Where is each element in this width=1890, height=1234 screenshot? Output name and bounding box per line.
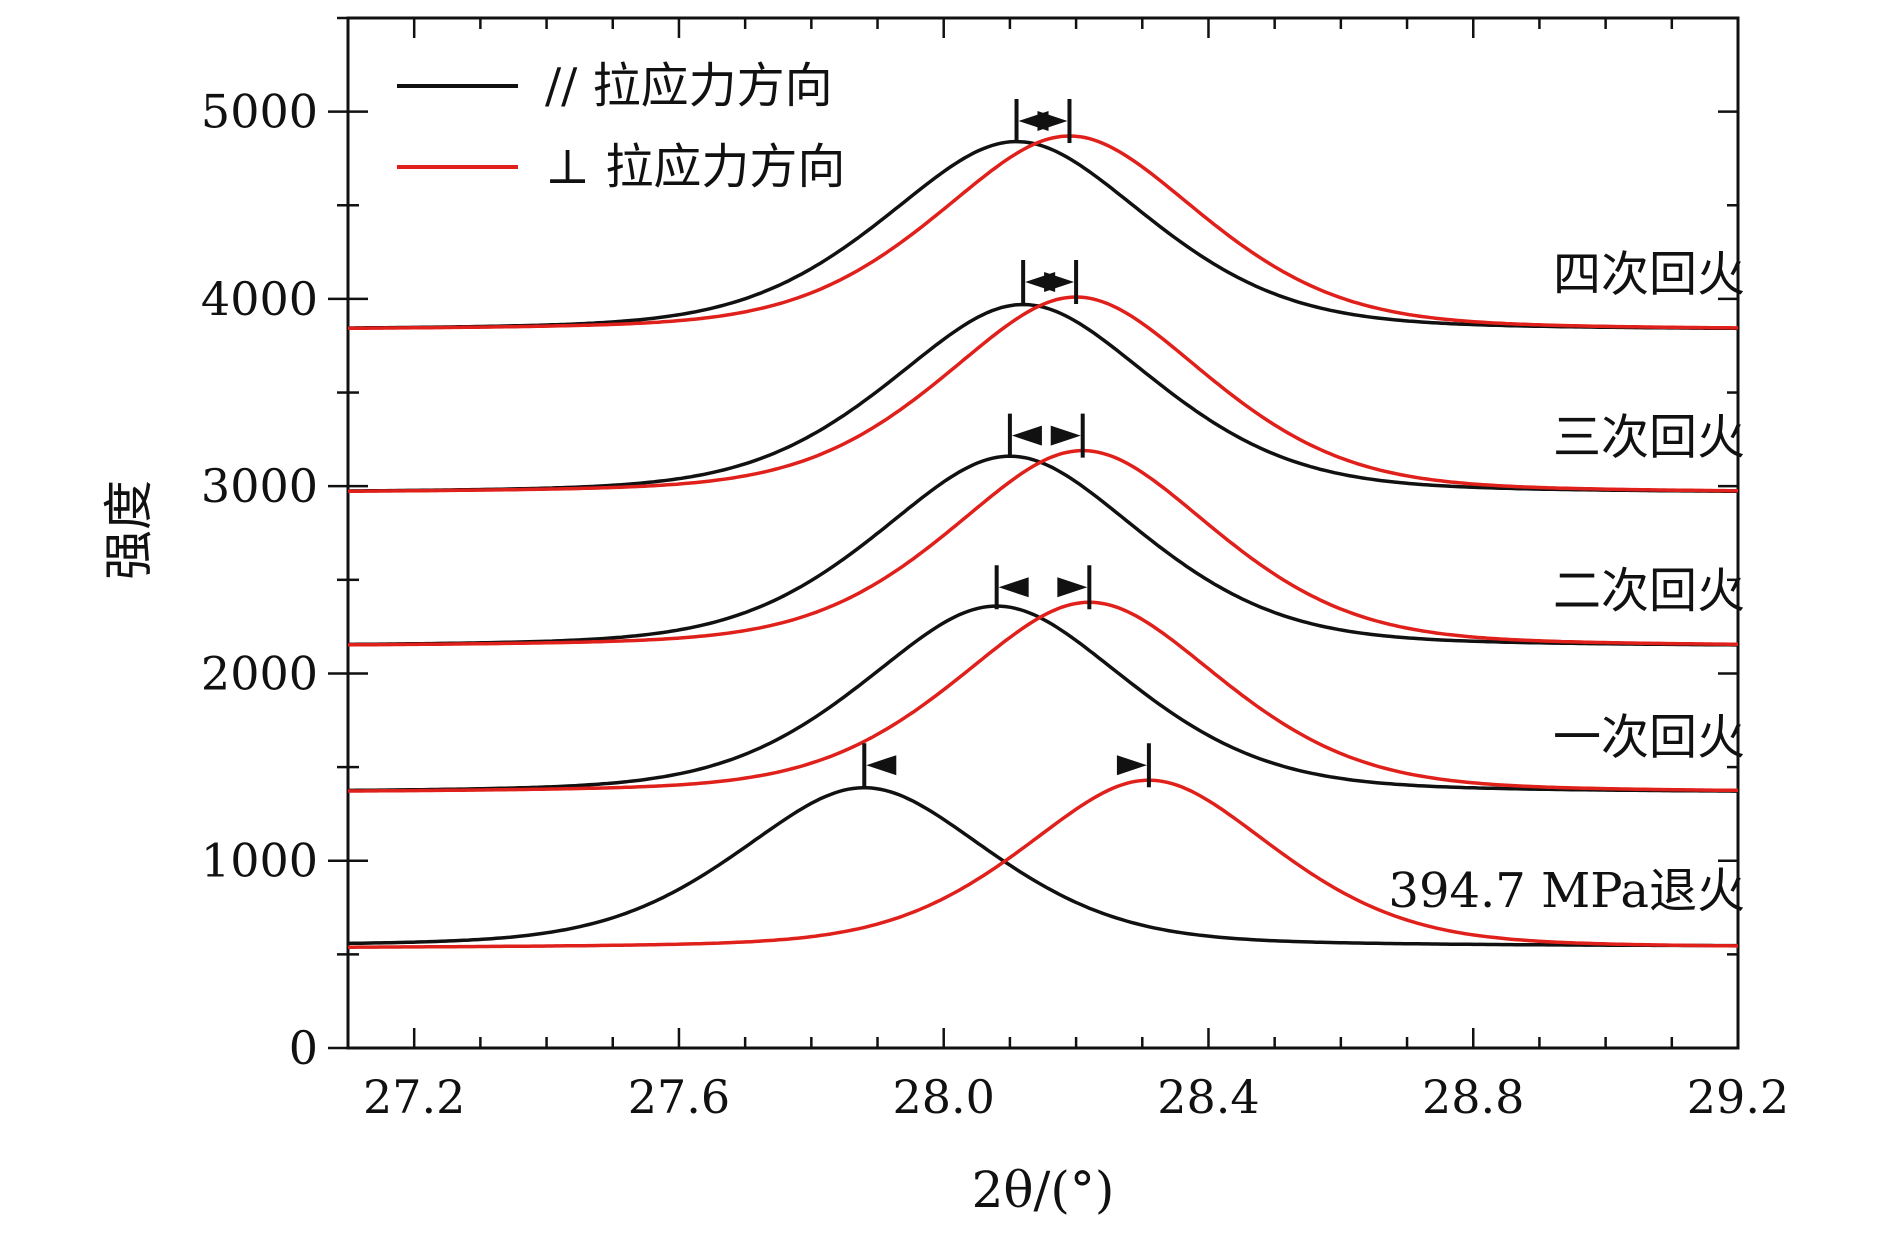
plot-frame bbox=[346, 16, 1740, 1050]
curve-group-label: 394.7 MPa退火 bbox=[1388, 863, 1745, 919]
y-axis-title: 强度 bbox=[100, 480, 158, 580]
series-perpendicular-curve bbox=[348, 778, 1738, 949]
x-tick-label: 29.2 bbox=[1687, 1070, 1789, 1124]
legend-label-perpendicular: ⊥ 拉应力方向 bbox=[545, 139, 845, 195]
series-parallel-curve bbox=[347, 785, 1738, 948]
x-tick-label: 28.8 bbox=[1422, 1070, 1524, 1124]
series-perpendicular-curve bbox=[347, 448, 1739, 647]
y-tick-label: 2000 bbox=[201, 646, 318, 700]
plot-frame-group: 27.2 27.6 28.0 28.4 28.8 29.2 0 1000 2000 3000 400… bbox=[201, 16, 1789, 1124]
axis-text-group: 2θ/(°) 强度 bbox=[100, 480, 1114, 1219]
peak-markers-group bbox=[862, 98, 1151, 788]
x-tick-label: 28.4 bbox=[1157, 1070, 1259, 1124]
peak-arrow-parallel bbox=[1011, 425, 1042, 446]
series-parallel-curve bbox=[348, 604, 1738, 793]
y-tick-label: 4000 bbox=[201, 272, 318, 326]
y-tick-label: 1000 bbox=[201, 834, 318, 888]
peak-arrow-parallel bbox=[998, 577, 1029, 598]
y-tick-label: 0 bbox=[289, 1021, 318, 1075]
x-tick-label: 27.2 bbox=[363, 1070, 465, 1124]
peak-arrow-parallel bbox=[866, 755, 897, 776]
curves-group bbox=[347, 134, 1739, 949]
x-tick-label: 28.0 bbox=[893, 1070, 995, 1124]
x-tick-label: 27.6 bbox=[628, 1070, 730, 1124]
peak-arrow-perpendicular bbox=[1037, 110, 1068, 131]
legend: // 拉应力方向 ⊥ 拉应力方向 bbox=[397, 58, 845, 195]
curve-group-label: 四次回火 bbox=[1553, 247, 1745, 303]
peak-arrow-perpendicular bbox=[1044, 272, 1075, 293]
curve-labels-group: 394.7 MPa退火 一次回火 二次回火 三次回火 四次回火 bbox=[1388, 247, 1745, 919]
curve-group-label: 二次回火 bbox=[1553, 563, 1745, 619]
series-perpendicular-curve bbox=[348, 134, 1738, 331]
curve-group-label: 一次回火 bbox=[1553, 709, 1745, 765]
y-tick-label: 5000 bbox=[201, 85, 318, 139]
peak-arrow-perpendicular bbox=[1057, 577, 1088, 598]
series-perpendicular-curve bbox=[348, 600, 1739, 793]
y-tick-label: 3000 bbox=[201, 459, 318, 513]
series-parallel-curve bbox=[348, 454, 1738, 647]
legend-label-parallel: // 拉应力方向 bbox=[545, 58, 833, 114]
series-perpendicular-curve bbox=[347, 295, 1739, 494]
peak-arrow-perpendicular bbox=[1116, 755, 1147, 776]
curve-group-label: 三次回火 bbox=[1553, 410, 1745, 466]
x-axis-title: 2θ/(°) bbox=[972, 1161, 1115, 1219]
peak-arrow-perpendicular bbox=[1050, 425, 1081, 446]
